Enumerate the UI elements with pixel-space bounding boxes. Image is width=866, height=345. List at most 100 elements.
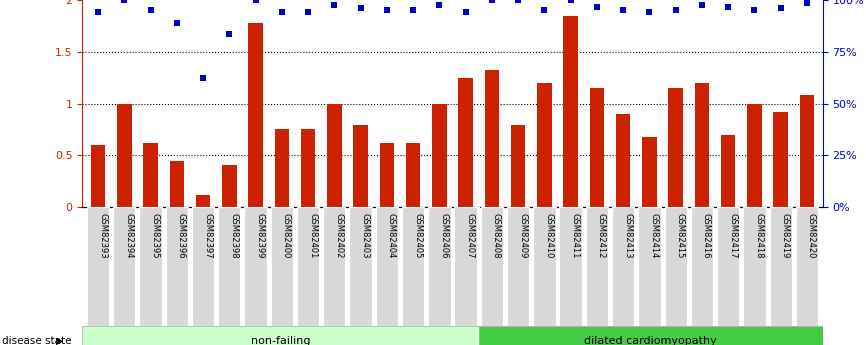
Text: GSM82401: GSM82401 [308, 213, 317, 258]
Point [459, 10, 473, 15]
Text: GSM82400: GSM82400 [281, 213, 291, 258]
Text: GSM82409: GSM82409 [518, 213, 527, 258]
FancyBboxPatch shape [165, 207, 188, 326]
Point [196, 75, 210, 80]
FancyBboxPatch shape [585, 207, 608, 326]
FancyBboxPatch shape [717, 207, 740, 326]
FancyBboxPatch shape [507, 207, 529, 326]
FancyBboxPatch shape [664, 207, 687, 326]
Bar [170, 161, 184, 207]
FancyBboxPatch shape [481, 207, 503, 326]
Bar [485, 70, 499, 207]
Point [249, 0, 262, 3]
Bar [196, 195, 210, 207]
Bar [695, 83, 709, 207]
Text: GSM82395: GSM82395 [151, 213, 159, 258]
Point [511, 0, 525, 3]
Text: GSM82417: GSM82417 [728, 213, 737, 258]
Point [564, 0, 578, 3]
Text: GSM82410: GSM82410 [545, 213, 553, 258]
FancyBboxPatch shape [87, 207, 109, 326]
Text: GSM82402: GSM82402 [334, 213, 343, 258]
Text: GSM82405: GSM82405 [413, 213, 422, 258]
Text: GSM82413: GSM82413 [624, 213, 632, 258]
FancyBboxPatch shape [796, 207, 818, 326]
Text: GSM82399: GSM82399 [255, 213, 264, 258]
Bar [379, 143, 394, 207]
FancyBboxPatch shape [297, 207, 320, 326]
Bar [643, 137, 656, 207]
Text: GSM82419: GSM82419 [780, 213, 790, 258]
Text: GSM82411: GSM82411 [571, 213, 579, 258]
Point [144, 8, 158, 13]
Bar [721, 135, 735, 207]
Point [327, 2, 341, 8]
Bar [406, 143, 420, 207]
Text: GSM82415: GSM82415 [675, 213, 685, 258]
Text: GSM82406: GSM82406 [439, 213, 449, 258]
Text: GSM82414: GSM82414 [650, 213, 658, 258]
FancyBboxPatch shape [349, 207, 372, 326]
FancyBboxPatch shape [218, 207, 241, 326]
FancyBboxPatch shape [638, 207, 661, 326]
Point [721, 4, 735, 10]
FancyBboxPatch shape [479, 326, 823, 345]
FancyBboxPatch shape [113, 207, 135, 326]
Point [617, 8, 630, 13]
Bar [616, 114, 630, 207]
Bar [91, 145, 106, 207]
FancyBboxPatch shape [691, 207, 713, 326]
Bar [669, 88, 683, 207]
Text: GSM82407: GSM82407 [466, 213, 475, 258]
Bar [537, 83, 552, 207]
Bar [432, 104, 447, 207]
Bar [799, 95, 814, 207]
Point [485, 0, 499, 3]
Bar [511, 125, 526, 207]
Point [800, 0, 814, 6]
Text: GSM82408: GSM82408 [492, 213, 501, 258]
FancyBboxPatch shape [612, 207, 634, 326]
Text: GSM82393: GSM82393 [98, 213, 107, 258]
Bar [458, 78, 473, 207]
FancyBboxPatch shape [428, 207, 450, 326]
Bar [249, 23, 262, 207]
Bar [353, 125, 368, 207]
FancyBboxPatch shape [323, 207, 346, 326]
Bar [143, 143, 158, 207]
Bar [222, 165, 236, 207]
Point [275, 10, 288, 15]
FancyBboxPatch shape [559, 207, 582, 326]
Bar [327, 104, 341, 207]
Bar [117, 104, 132, 207]
FancyBboxPatch shape [770, 207, 792, 326]
Text: non-failing: non-failing [251, 336, 310, 345]
Point [223, 31, 236, 37]
Text: ▶: ▶ [56, 336, 64, 345]
FancyBboxPatch shape [271, 207, 293, 326]
Text: GSM82403: GSM82403 [360, 213, 370, 258]
Point [91, 10, 105, 15]
Bar [773, 112, 788, 207]
Point [432, 2, 446, 8]
FancyBboxPatch shape [192, 207, 214, 326]
Bar [564, 16, 578, 207]
Bar [301, 129, 315, 207]
Text: GSM82397: GSM82397 [203, 213, 212, 258]
Point [380, 8, 394, 13]
Point [643, 10, 656, 15]
Point [406, 8, 420, 13]
Text: dilated cardiomyopathy: dilated cardiomyopathy [585, 336, 717, 345]
Point [118, 0, 132, 3]
Text: GSM82418: GSM82418 [754, 213, 764, 258]
FancyBboxPatch shape [743, 207, 766, 326]
Text: GSM82404: GSM82404 [387, 213, 396, 258]
FancyBboxPatch shape [455, 207, 477, 326]
Bar [275, 129, 289, 207]
Text: GSM82416: GSM82416 [702, 213, 711, 258]
Point [747, 8, 761, 13]
Text: GSM82394: GSM82394 [125, 213, 133, 258]
Point [170, 20, 184, 26]
FancyBboxPatch shape [82, 326, 479, 345]
FancyBboxPatch shape [376, 207, 398, 326]
